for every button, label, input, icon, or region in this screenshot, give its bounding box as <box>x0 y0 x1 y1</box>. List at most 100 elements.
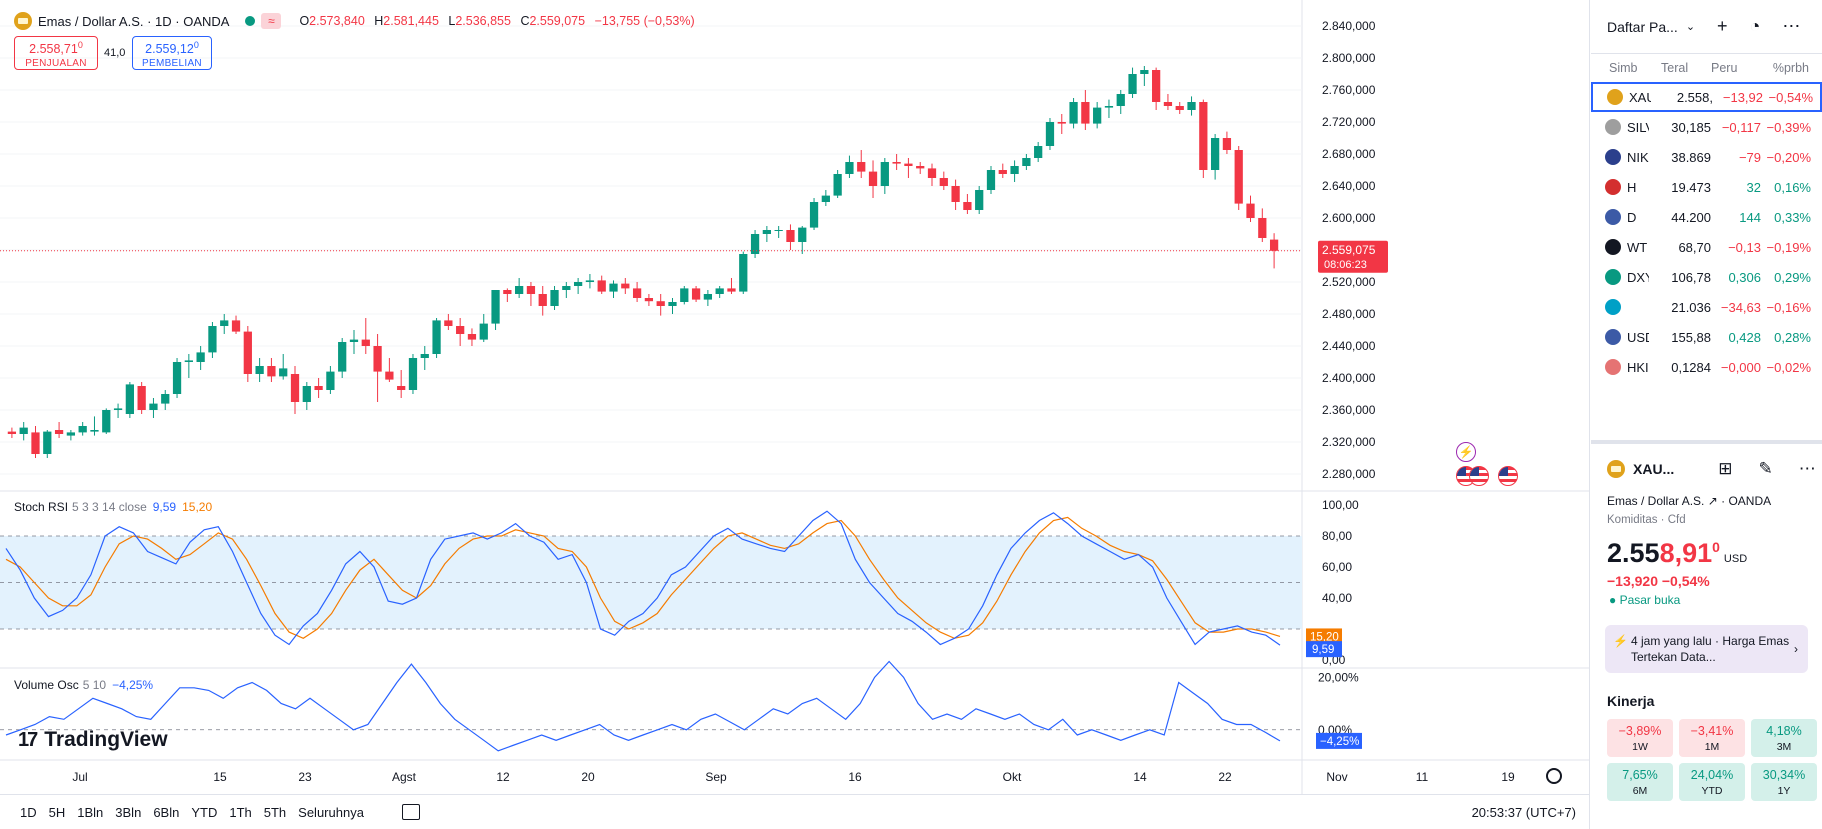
tradingview-logo[interactable]: 17 TradingView <box>18 728 168 752</box>
watchlist-row[interactable]: USD 155,88 0,428 0,28% <box>1591 322 1822 352</box>
candle-body <box>220 320 229 326</box>
calendar-icon[interactable] <box>401 804 420 820</box>
col-last[interactable]: Teral <box>1661 61 1689 75</box>
timeframe-3bln[interactable]: 3Bln <box>115 804 142 820</box>
candle-body <box>609 283 618 292</box>
timeframe-1th[interactable]: 1Th <box>229 804 252 820</box>
high-label: H <box>374 14 384 28</box>
row-change: 0,306 <box>1728 269 1761 285</box>
candle-body <box>986 170 996 190</box>
candle-body <box>821 195 830 202</box>
timeframe-1d[interactable]: 1D <box>20 804 37 820</box>
time-tick-label: Nov <box>1326 770 1347 784</box>
candle-body <box>456 326 465 334</box>
timeframe-5th[interactable]: 5Th <box>263 804 287 820</box>
edit-icon[interactable]: ✎ <box>1758 459 1773 478</box>
grid-icon[interactable]: ⊞ <box>1718 459 1733 478</box>
time-tick-label: Sep <box>705 770 727 784</box>
timeframe-6bln[interactable]: 6Bln <box>153 804 180 820</box>
us-flag-icon[interactable] <box>1498 466 1518 486</box>
more-icon[interactable]: ⋯ <box>1798 459 1816 478</box>
candle-body <box>208 326 217 353</box>
watchlist-row[interactable]: WT 68,70 −0,13 −0,19% <box>1591 232 1822 262</box>
row-symbol: HKI <box>1627 359 1649 375</box>
external-link-icon[interactable]: ↗ <box>1707 494 1718 508</box>
col-change[interactable]: Peru <box>1711 61 1738 75</box>
performance-tile[interactable]: −3,89% 1W <box>1607 719 1673 757</box>
performance-tile[interactable]: −3,41% 1M <box>1679 719 1745 757</box>
candle-body <box>361 339 370 346</box>
symbol-icon <box>1605 359 1621 375</box>
pie-chart-icon[interactable]: ◔ <box>1749 16 1761 36</box>
performance-tile[interactable]: 24,04% YTD <box>1679 763 1745 801</box>
symbol-title[interactable]: Emas / Dollar A.S. · 1D · OANDA <box>38 13 230 29</box>
candle-body <box>857 162 866 172</box>
market-status: ● Pasar buka <box>1609 593 1681 607</box>
stoch-rsi-legend[interactable]: Stoch RSI 5 3 3 14 close 9,59 15,20 <box>14 500 212 514</box>
lightning-icon: ⚡ <box>1613 634 1628 648</box>
news-item[interactable]: ⚡ 4 jam yang lalu · Harga Emas Tertekan … <box>1605 625 1808 673</box>
watchlist-row[interactable]: HKI 0,1284 −0,000 −0,02% <box>1591 352 1822 382</box>
add-icon[interactable]: + <box>1717 16 1728 36</box>
watchlist-row[interactable]: 21.036 −34,63 −0,16% <box>1591 292 1822 322</box>
gear-icon[interactable] <box>1546 768 1562 784</box>
time-tick-label: Jul <box>72 770 87 784</box>
wave-icon[interactable]: ≈ <box>261 13 282 29</box>
watchlist-row[interactable]: NIK 38.869 −79 −0,20% <box>1591 142 1822 172</box>
performance-tile[interactable]: 7,65% 6M <box>1607 763 1673 801</box>
row-last: 68,70 <box>1678 239 1711 255</box>
stoch-rsi-params: 5 3 3 14 close <box>72 500 147 514</box>
sell-button[interactable]: 2.558,710 PENJUALAN <box>14 36 98 70</box>
perf-label: 6M <box>1632 785 1648 797</box>
chart-canvas[interactable]: 2.840,000 2.800,000 2.760,000 2.720,000 2.68… <box>0 0 1590 795</box>
details-symbol[interactable]: XAU... <box>1633 461 1675 477</box>
sell-label: PENJUALAN <box>25 58 87 70</box>
low-value: 2.536,855 <box>455 14 511 28</box>
events-icon[interactable]: ⚡ <box>1456 442 1476 462</box>
time-tick-label: Agst <box>392 770 417 784</box>
candle-body <box>314 386 323 390</box>
performance-grid: −3,89% 1W −3,41% 1M 4,18% 3M 7,65% 6M 24,04% YTD 3… <box>1591 719 1822 801</box>
col-symbol[interactable]: Simb <box>1609 61 1638 75</box>
more-icon[interactable]: ⋯ <box>1782 16 1801 36</box>
candle-body <box>809 202 819 228</box>
details-name[interactable]: Emas / Dollar A.S. <box>1607 494 1705 508</box>
symbol-icon <box>1605 209 1621 225</box>
timeframe-ytd[interactable]: YTD <box>191 804 218 820</box>
performance-tile[interactable]: 4,18% 3M <box>1751 719 1817 757</box>
stoch-k-badge <box>1306 641 1342 658</box>
symbol-details: XAU... ⊞ ✎ ⋯ Emas / Dollar A.S. ↗ · OAND… <box>1591 440 1822 801</box>
clock[interactable]: 20:53:37 (UTC+7) <box>1471 804 1576 820</box>
candle-body <box>526 286 536 294</box>
buy-button[interactable]: 2.559,120 PEMBELIAN <box>132 36 212 70</box>
candle-body <box>1210 138 1220 170</box>
perf-value: 24,04% <box>1690 768 1734 782</box>
volume-osc-legend[interactable]: Volume Osc 5 10 −4,25% <box>14 678 153 692</box>
current-price-label: 2.559,075 <box>1322 243 1376 257</box>
perf-value: −3,89% <box>1618 724 1662 738</box>
us-flag-icon[interactable] <box>1469 466 1489 486</box>
time-tick-label: 19 <box>1501 770 1515 784</box>
timeframe-5h[interactable]: 5H <box>48 804 66 820</box>
timeframe-all[interactable]: Seluruhnya <box>298 804 364 820</box>
watchlist-row[interactable]: SILV 30,185 −0,117 −0,39% <box>1591 112 1822 142</box>
details-change: −13,920 −0,54% <box>1607 573 1710 589</box>
chevron-down-icon[interactable]: ⌄ <box>1685 21 1696 33</box>
watchlist-row[interactable]: DXY 106,78 0,306 0,29% <box>1591 262 1822 292</box>
timeframe-1bln[interactable]: 1Bln <box>77 804 104 820</box>
candle-body <box>550 290 559 306</box>
watchlist-title[interactable]: Daftar Pa... <box>1607 18 1678 35</box>
watchlist-row[interactable]: H 19.473 32 0,16% <box>1591 172 1822 202</box>
chart-area[interactable]: 2.840,000 2.800,000 2.760,000 2.720,000 2.68… <box>0 0 1590 829</box>
details-header: XAU... ⊞ ✎ ⋯ <box>1591 444 1822 494</box>
symbol-icon <box>1605 149 1621 165</box>
candle-body <box>243 331 252 374</box>
watchlist-row[interactable]: XAU 2.558, −13,92 −0,54% <box>1591 82 1822 112</box>
performance-tile[interactable]: 30,34% 1Y <box>1751 763 1817 801</box>
candle-body <box>1128 74 1137 94</box>
perf-label: 1W <box>1632 741 1648 753</box>
row-percent: −0,20% <box>1766 149 1811 165</box>
col-percent[interactable]: %prbh <box>1772 61 1809 75</box>
row-percent: 0,29% <box>1774 269 1811 285</box>
watchlist-row[interactable]: D 44.200 144 0,33% <box>1591 202 1822 232</box>
